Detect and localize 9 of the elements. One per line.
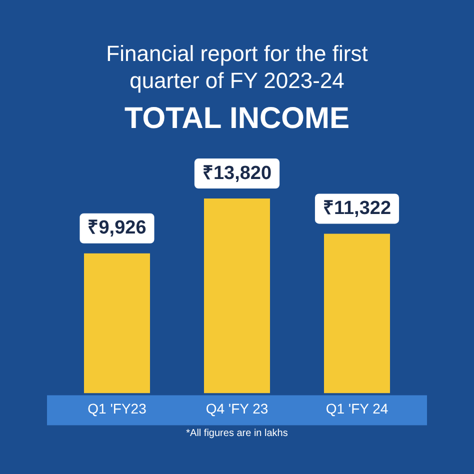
chart-subtitle: TOTAL INCOME [124, 102, 350, 136]
x-tick-label: Q1 'FY 24 [326, 400, 388, 416]
data-label: ₹9,926 [88, 218, 146, 239]
chart-title: Financial report for the first quarter of FY 2023-24 [105, 40, 369, 94]
text: *All figures are in lakhs [185, 428, 289, 439]
x-tick-label: Q4 'FY 23 [206, 400, 268, 416]
x-tick-label: Q1 'FY23 [88, 400, 147, 416]
data-label: ₹11,322 [322, 198, 392, 219]
data-label: ₹13,820 [202, 162, 272, 184]
